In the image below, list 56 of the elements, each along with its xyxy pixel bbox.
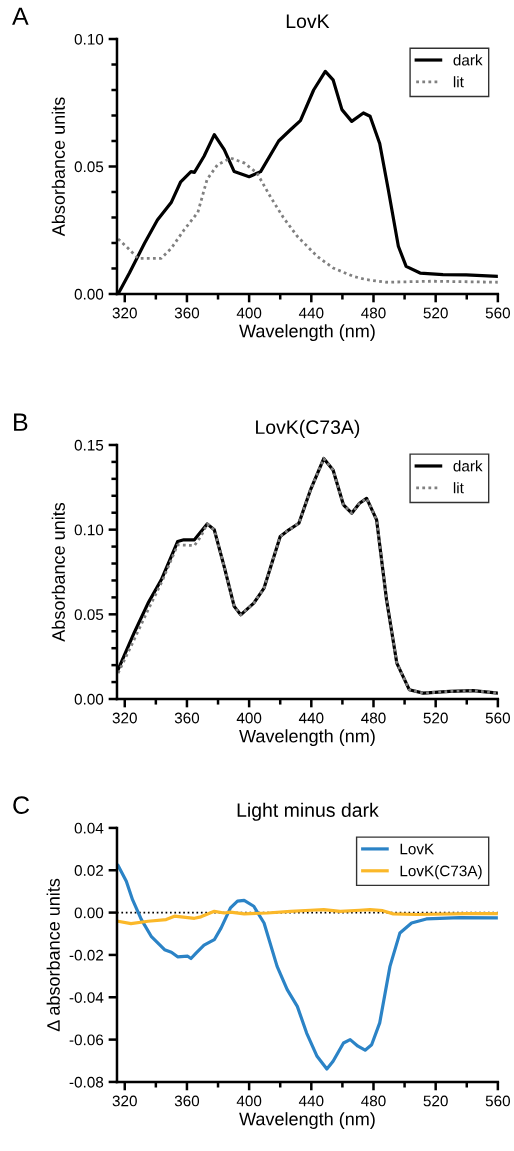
x-axis-title: Wavelength (nm): [239, 324, 375, 342]
y-tick-label: 0.00: [74, 907, 104, 919]
x-tick-label: 480: [361, 307, 386, 319]
legend-label: lit: [453, 482, 464, 494]
x-tick-label: 400: [236, 712, 262, 724]
y-tick-label: 0.05: [74, 161, 104, 173]
x-axis-title: Wavelength (nm): [239, 1112, 375, 1129]
y-axis-title: Absorbance units: [51, 97, 65, 237]
chart-title: Light minus dark: [237, 802, 379, 821]
line-series: [116, 156, 498, 284]
x-tick-label: 480: [361, 1095, 386, 1107]
x-tick-label: 560: [485, 1095, 511, 1107]
legend-label: lit: [453, 76, 464, 88]
x-tick-label: 360: [174, 712, 200, 724]
y-tick-label: -0.06: [69, 1034, 104, 1046]
legend-label: LovK: [400, 843, 435, 855]
x-tick-label: 360: [174, 307, 200, 319]
legend-label: LovK(C73A): [400, 865, 482, 880]
y-tick-label: 0.02: [74, 865, 104, 876]
line-series: [116, 908, 498, 926]
y-tick-label: 0.15: [74, 439, 104, 451]
chart-title: LovK: [286, 14, 330, 29]
x-tick-label: 320: [112, 307, 137, 319]
x-tick-label: 560: [485, 307, 511, 319]
x-tick-label: 360: [174, 1095, 200, 1107]
x-tick-label: 320: [112, 712, 137, 724]
legend-label: dark: [453, 460, 483, 472]
y-tick-label: 0.10: [74, 33, 104, 45]
legend-label: dark: [453, 54, 483, 66]
x-tick-label: 520: [423, 307, 448, 319]
y-tick-label: 0.05: [74, 609, 104, 621]
y-tick-label: 0.00: [74, 693, 104, 705]
x-tick-label: 520: [423, 712, 448, 724]
x-tick-label: 400: [236, 1095, 262, 1107]
y-axis-title: Δ absorbance units: [46, 878, 60, 1032]
text: C: [13, 796, 30, 814]
x-tick-label: 440: [298, 712, 324, 724]
y-tick-label: -0.04: [69, 992, 104, 1003]
y-axis-title: Absorbance units: [51, 502, 65, 642]
text: A: [12, 7, 29, 25]
y-tick-label: 0.10: [74, 524, 104, 536]
y-tick-label: 0.00: [74, 288, 104, 300]
x-axis-title: Wavelength (nm): [239, 729, 375, 747]
x-tick-label: 400: [236, 307, 262, 319]
y-tick-label: -0.08: [69, 1076, 104, 1088]
x-tick-label: 560: [485, 712, 511, 724]
x-tick-label: 520: [423, 1095, 448, 1107]
x-tick-label: 440: [298, 307, 324, 319]
y-tick-label: 0.04: [74, 822, 104, 834]
text: B: [14, 413, 28, 431]
chart-title: LovK(C73A): [256, 419, 360, 438]
y-tick-label: -0.02: [69, 949, 104, 961]
x-tick-label: 440: [298, 1095, 324, 1107]
line-series: [116, 863, 498, 1071]
x-tick-label: 320: [112, 1095, 137, 1107]
x-tick-label: 480: [361, 712, 386, 724]
